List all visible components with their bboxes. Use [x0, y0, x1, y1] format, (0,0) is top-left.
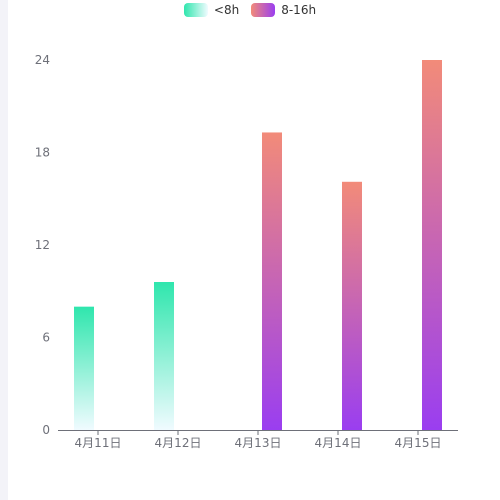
y-tick-label-2: 12 [35, 238, 50, 252]
legend-item-8to16[interactable]: 8-16h [251, 3, 316, 17]
bar-8to16-2[interactable] [262, 132, 282, 431]
bar-8to16-3[interactable] [342, 181, 362, 430]
bars [74, 60, 442, 431]
bar-lt8-1[interactable] [154, 282, 174, 430]
bar-lt8-0[interactable] [74, 306, 94, 430]
x-tick-label-4: 4月15日 [395, 436, 442, 450]
x-tick-label-1: 4月12日 [155, 436, 202, 450]
y-tick-label-3: 18 [35, 146, 50, 160]
x-tick-label-0: 4月11日 [75, 436, 122, 450]
y-tick-label-0: 0 [42, 423, 50, 437]
left-edge-strip [0, 0, 8, 500]
bar-8to16-4[interactable] [422, 60, 442, 430]
y-tick-label-1: 6 [42, 331, 50, 345]
legend-label-8to16: 8-16h [281, 3, 317, 17]
legend-swatch-8to16 [251, 3, 276, 17]
y-tick-label-4: 24 [35, 53, 50, 67]
x-tick-label-3: 4月14日 [315, 436, 362, 450]
legend: <8h 8-16h [0, 3, 500, 17]
legend-item-lt8[interactable]: <8h [183, 3, 240, 17]
legend-swatch-lt8 [183, 3, 208, 17]
legend-label-lt8: <8h [213, 3, 240, 17]
y-axis: 0 6 12 18 24 [35, 53, 50, 437]
x-axis: 4月11日 4月12日 4月13日 4月14日 4月15日 [75, 430, 442, 450]
x-tick-label-2: 4月13日 [235, 436, 282, 450]
